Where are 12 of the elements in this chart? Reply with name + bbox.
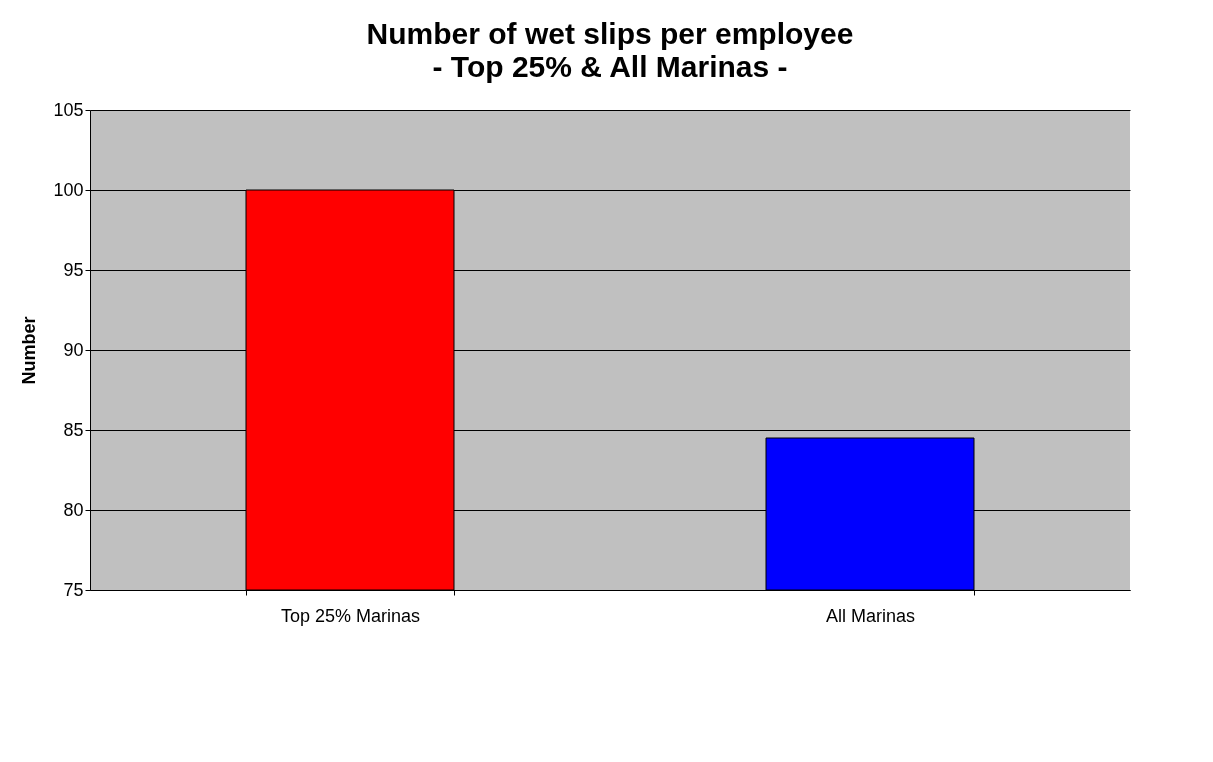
- y-tick-label: 95: [63, 259, 84, 280]
- y-tick-label: 85: [63, 419, 84, 440]
- x-tick-label: Top 25% Marinas: [280, 605, 421, 626]
- x-tick-label: All Marinas: [825, 605, 916, 626]
- y-tick-label: 80: [63, 499, 84, 520]
- y-tick-label: 105: [53, 99, 84, 120]
- y-tick-label: 75: [63, 579, 84, 600]
- y-tick-label: 90: [63, 339, 84, 360]
- y-axis-title: Number: [19, 316, 40, 385]
- y-tick-label: 100: [53, 179, 84, 200]
- chart-title: Number of wet slips per employee: [366, 17, 854, 50]
- chart-subtitle: - Top 25% & All Marinas -: [432, 50, 788, 83]
